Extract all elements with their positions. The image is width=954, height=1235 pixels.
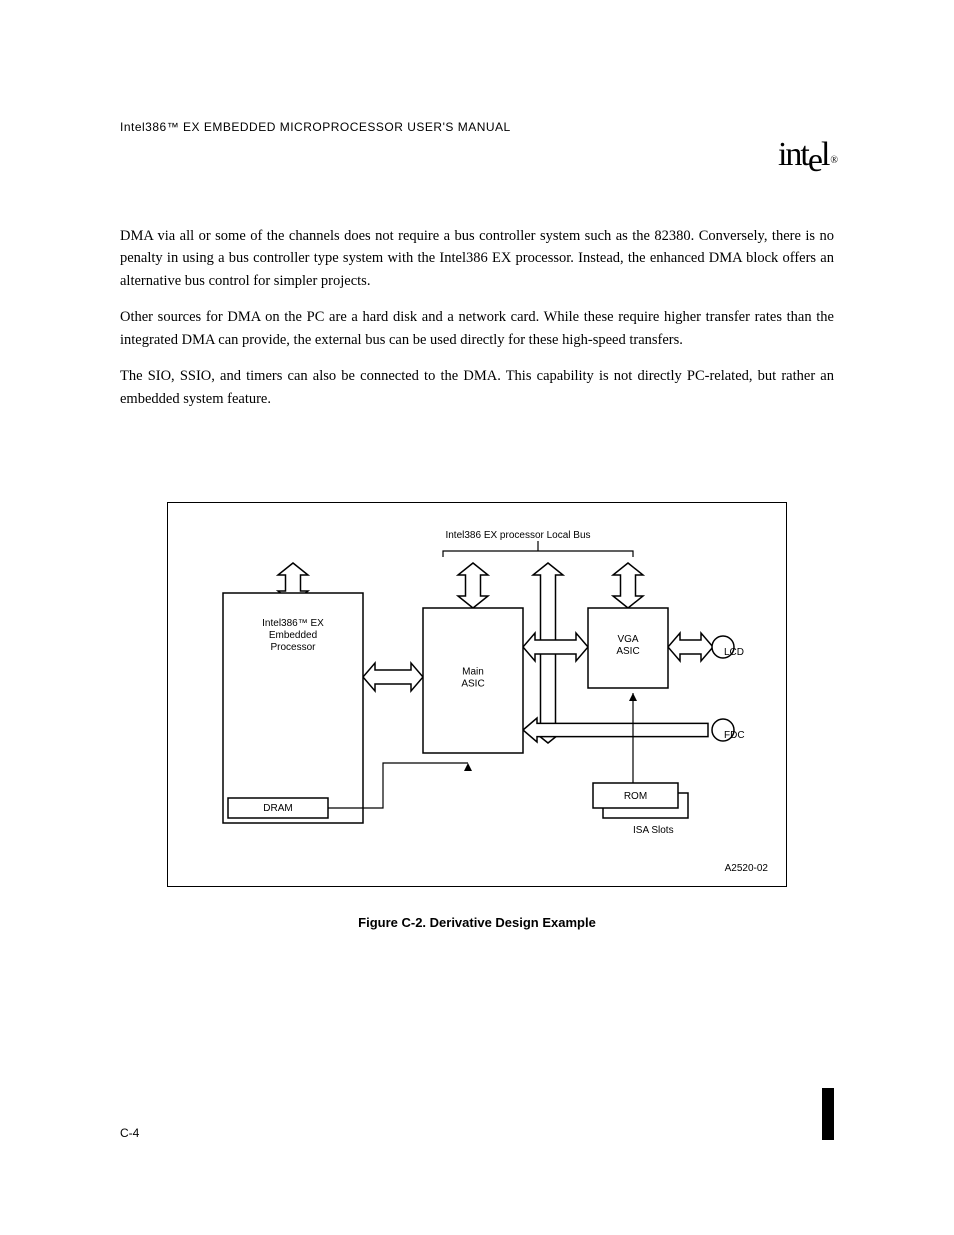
section-bar-icon	[822, 1088, 834, 1140]
body-text: DMA via all or some of the channels does…	[120, 225, 834, 424]
figure-c2-diagram: Intel386™ EXEmbeddedProcessor DRAM MainASI…	[168, 503, 788, 888]
svg-text:DRAM: DRAM	[263, 803, 292, 814]
svg-text:Intel386 EX processor Local Bu: Intel386 EX processor Local Bus	[445, 530, 590, 541]
svg-text:MainASIC: MainASIC	[461, 667, 484, 690]
svg-text:ISA Slots: ISA Slots	[633, 825, 674, 836]
svg-text:VGAASIC: VGAASIC	[616, 634, 639, 657]
svg-text:A2520-02: A2520-02	[725, 863, 769, 874]
paragraph-2: Other sources for DMA on the PC are a ha…	[120, 306, 834, 351]
intel-logo: intel®	[778, 136, 834, 174]
running-head: Intel386™ EX EMBEDDED MICROPROCESSOR USE…	[120, 120, 511, 134]
figure-c2-frame: Intel386™ EXEmbeddedProcessor DRAM MainASI…	[167, 502, 787, 887]
svg-text:ROM: ROM	[624, 791, 647, 802]
svg-text:Intel386™ EXEmbeddedProcessor: Intel386™ EXEmbeddedProcessor	[262, 618, 324, 653]
logo-text: intel	[778, 136, 828, 179]
paragraph-3: The SIO, SSIO, and timers can also be co…	[120, 365, 834, 410]
page-number: C-4	[120, 1126, 139, 1140]
figure-caption: Figure C-2. Derivative Design Example	[120, 915, 834, 930]
logo-registered-mark: ®	[830, 155, 836, 166]
svg-text:LCD: LCD	[724, 647, 744, 658]
svg-text:FDC: FDC	[724, 730, 745, 741]
paragraph-1: DMA via all or some of the channels does…	[120, 225, 834, 292]
